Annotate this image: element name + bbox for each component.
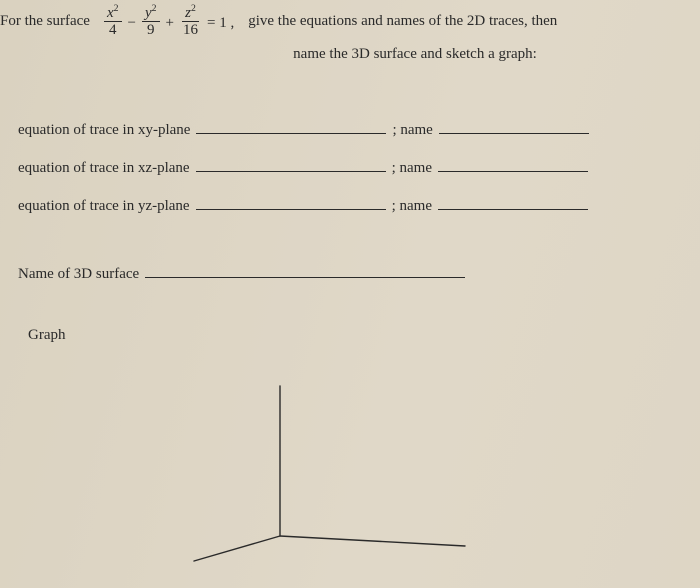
graph-label: Graph [0,327,700,344]
problem-statement-line1: For the surface x2 4 − y2 9 + z2 16 = 1 … [0,4,700,38]
problem-statement-line2: name the 3D surface and sketch a graph: [0,46,700,63]
worksheet-page: For the surface x2 4 − y2 9 + z2 16 = 1 … [0,0,700,588]
trace-xz-sep: ; name [392,160,432,177]
instruction-tail: give the equations and names of the 2D t… [248,13,557,30]
trace-xz-name-blank[interactable] [438,157,588,172]
trace-xy-equation-blank[interactable] [196,119,386,134]
trace-yz-name-blank[interactable] [438,195,588,210]
fraction-y: y2 9 [142,4,160,38]
plus-op: + [166,15,174,38]
equation-expression: x2 4 − y2 9 + z2 16 = 1 , [104,4,234,38]
minus-op: − [128,15,136,38]
surface-name-label: Name of 3D surface [18,266,139,283]
trace-yz-label: equation of trace in yz-plane [18,198,190,215]
trace-yz-sep: ; name [392,198,432,215]
trace-xy-sep: ; name [392,122,432,139]
surface-name-row: Name of 3D surface [0,263,700,283]
trace-xz-label: equation of trace in xz-plane [18,160,190,177]
trace-xy-label: equation of trace in xy-plane [18,122,190,139]
trace-xz-row: equation of trace in xz-plane ; name [0,157,700,177]
surface-name-blank[interactable] [145,263,465,278]
trace-xz-equation-blank[interactable] [196,157,386,172]
equals-one: = 1 , [207,15,234,38]
lead-text: For the surface [0,13,90,30]
trace-xy-row: equation of trace in xy-plane ; name [0,119,700,139]
fraction-x: x2 4 [104,4,122,38]
fraction-z: z2 16 [180,4,201,38]
trace-yz-row: equation of trace in yz-plane ; name [0,195,700,215]
axes-diagram [180,356,480,571]
trace-yz-equation-blank[interactable] [196,195,386,210]
trace-xy-name-blank[interactable] [439,119,589,134]
